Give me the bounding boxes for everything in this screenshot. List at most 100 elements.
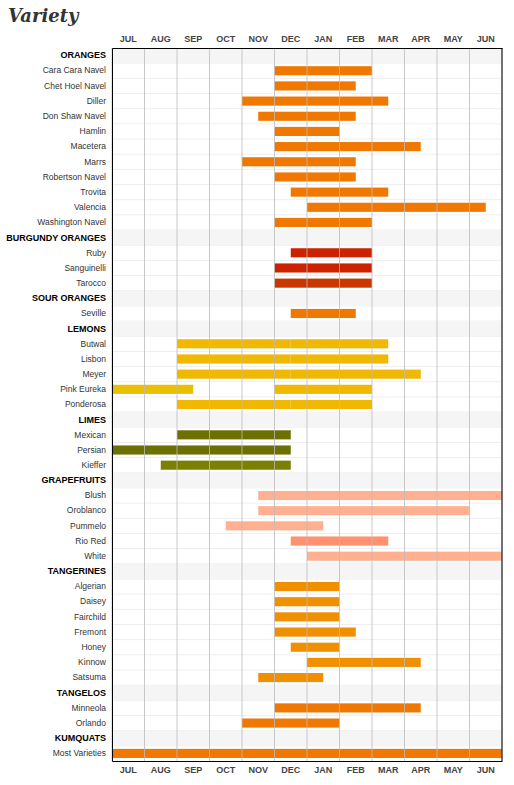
row-label: Satsuma <box>72 672 106 682</box>
tick: Hamlin <box>80 126 107 136</box>
row-label: Seville <box>81 308 106 318</box>
tick-label: MAY <box>444 765 463 775</box>
tick: Rio Red <box>75 536 106 546</box>
tick-label: DEC <box>281 34 301 44</box>
bar <box>242 157 356 166</box>
tick-label: SEP <box>184 34 202 44</box>
row-label: Pummelo <box>70 521 106 531</box>
tick: MAY <box>444 765 463 775</box>
bar <box>258 491 502 500</box>
tick: Kieffer <box>82 460 107 470</box>
row-label: Blush <box>85 490 107 500</box>
bar <box>258 506 469 515</box>
bar <box>275 628 356 637</box>
axis-domain <box>113 761 503 762</box>
tick-label: MAR <box>378 34 399 44</box>
tick-label: JUN <box>477 34 495 44</box>
x-axis-bottom: JULAUGSEPOCTNOVDECJANFEBMARAPRMAYJUN <box>113 762 503 776</box>
tick: TANGELOS <box>57 688 106 698</box>
tick-label: JUL <box>120 34 138 44</box>
tick: SEP <box>184 34 202 44</box>
grid-line <box>112 48 113 761</box>
row-label: Minneola <box>72 703 107 713</box>
row-label: Algerian <box>75 581 106 591</box>
tick: Persian <box>77 445 106 455</box>
tick: Oroblanco <box>67 505 106 515</box>
tick: Honey <box>81 642 106 652</box>
row-label: Trovita <box>80 187 106 197</box>
plot: JULAUGSEPOCTNOVDECJANFEBMARAPRMAYJUNJULA… <box>6 34 502 775</box>
tick: MAR <box>378 765 399 775</box>
bar <box>291 643 340 652</box>
row-label: Robertson Navel <box>43 172 106 182</box>
tick: BURGUNDY ORANGES <box>6 233 106 243</box>
tick: Don Shaw Navel <box>43 111 106 121</box>
tick: Chet Hoel Navel <box>44 81 106 91</box>
bar <box>307 203 486 212</box>
tick: Sanguinelli <box>64 263 106 273</box>
bar <box>112 385 193 394</box>
row-label: Lisbon <box>81 354 106 364</box>
bar <box>275 385 373 394</box>
row-label: Mexican <box>74 430 106 440</box>
row-label: Kinnow <box>78 657 107 667</box>
bar <box>275 279 373 288</box>
grid-line <box>177 48 178 761</box>
grid-line <box>404 48 405 761</box>
grid-line <box>274 48 275 761</box>
grid <box>112 48 502 761</box>
row-label: Meyer <box>82 369 106 379</box>
tick: Minneola <box>72 703 107 713</box>
section-label: GRAPEFRUITS <box>41 475 106 485</box>
tick: KUMQUATS <box>55 733 106 743</box>
row-label: Honey <box>81 642 106 652</box>
section-label: TANGELOS <box>57 688 106 698</box>
bar <box>177 354 291 363</box>
tick-label: SEP <box>184 765 202 775</box>
tick: Meyer <box>82 369 106 379</box>
section-label: BURGUNDY ORANGES <box>6 233 106 243</box>
grid-line <box>307 48 308 761</box>
tick: LIMES <box>78 415 106 425</box>
tick: JUN <box>477 765 495 775</box>
row-label: Fairchild <box>74 612 106 622</box>
tick-label: AUG <box>151 765 171 775</box>
bar <box>177 430 291 439</box>
section-label: LEMONS <box>67 324 106 334</box>
bar <box>307 658 421 667</box>
row-label: Macetera <box>71 141 107 151</box>
tick: Tarocco <box>76 278 106 288</box>
grid-line <box>437 48 438 761</box>
bar <box>258 673 323 682</box>
tick: Lisbon <box>81 354 106 364</box>
tick: DEC <box>281 34 301 44</box>
tick: Most Varieties <box>53 748 106 758</box>
tick-label: JAN <box>314 34 332 44</box>
tick: Blush <box>85 490 107 500</box>
tick: GRAPEFRUITS <box>41 475 106 485</box>
tick: Washington Navel <box>37 217 106 227</box>
bar <box>177 400 291 409</box>
x-axis-top: JULAUGSEPOCTNOVDECJANFEBMARAPRMAYJUN <box>113 34 503 49</box>
row-label: Don Shaw Navel <box>43 111 106 121</box>
tick: TANGERINES <box>48 566 106 576</box>
grid-line <box>339 48 340 761</box>
tick: Trovita <box>80 187 106 197</box>
tick: FEB <box>347 34 366 44</box>
bar <box>242 97 388 106</box>
tick: ORANGES <box>60 50 106 60</box>
tick: NOV <box>248 765 268 775</box>
row-label: Fremont <box>74 627 106 637</box>
bar <box>275 703 421 712</box>
tick: Ponderosa <box>65 399 106 409</box>
tick: Seville <box>81 308 106 318</box>
tick: White <box>84 551 106 561</box>
row-label: Kieffer <box>82 460 107 470</box>
row-label: Chet Hoel Navel <box>44 81 106 91</box>
section-label: SOUR ORANGES <box>32 293 106 303</box>
bar <box>291 248 372 257</box>
tick: Marrs <box>84 156 106 166</box>
tick-label: JAN <box>314 765 332 775</box>
tick: Ruby <box>86 248 107 258</box>
tick: JAN <box>314 34 332 44</box>
